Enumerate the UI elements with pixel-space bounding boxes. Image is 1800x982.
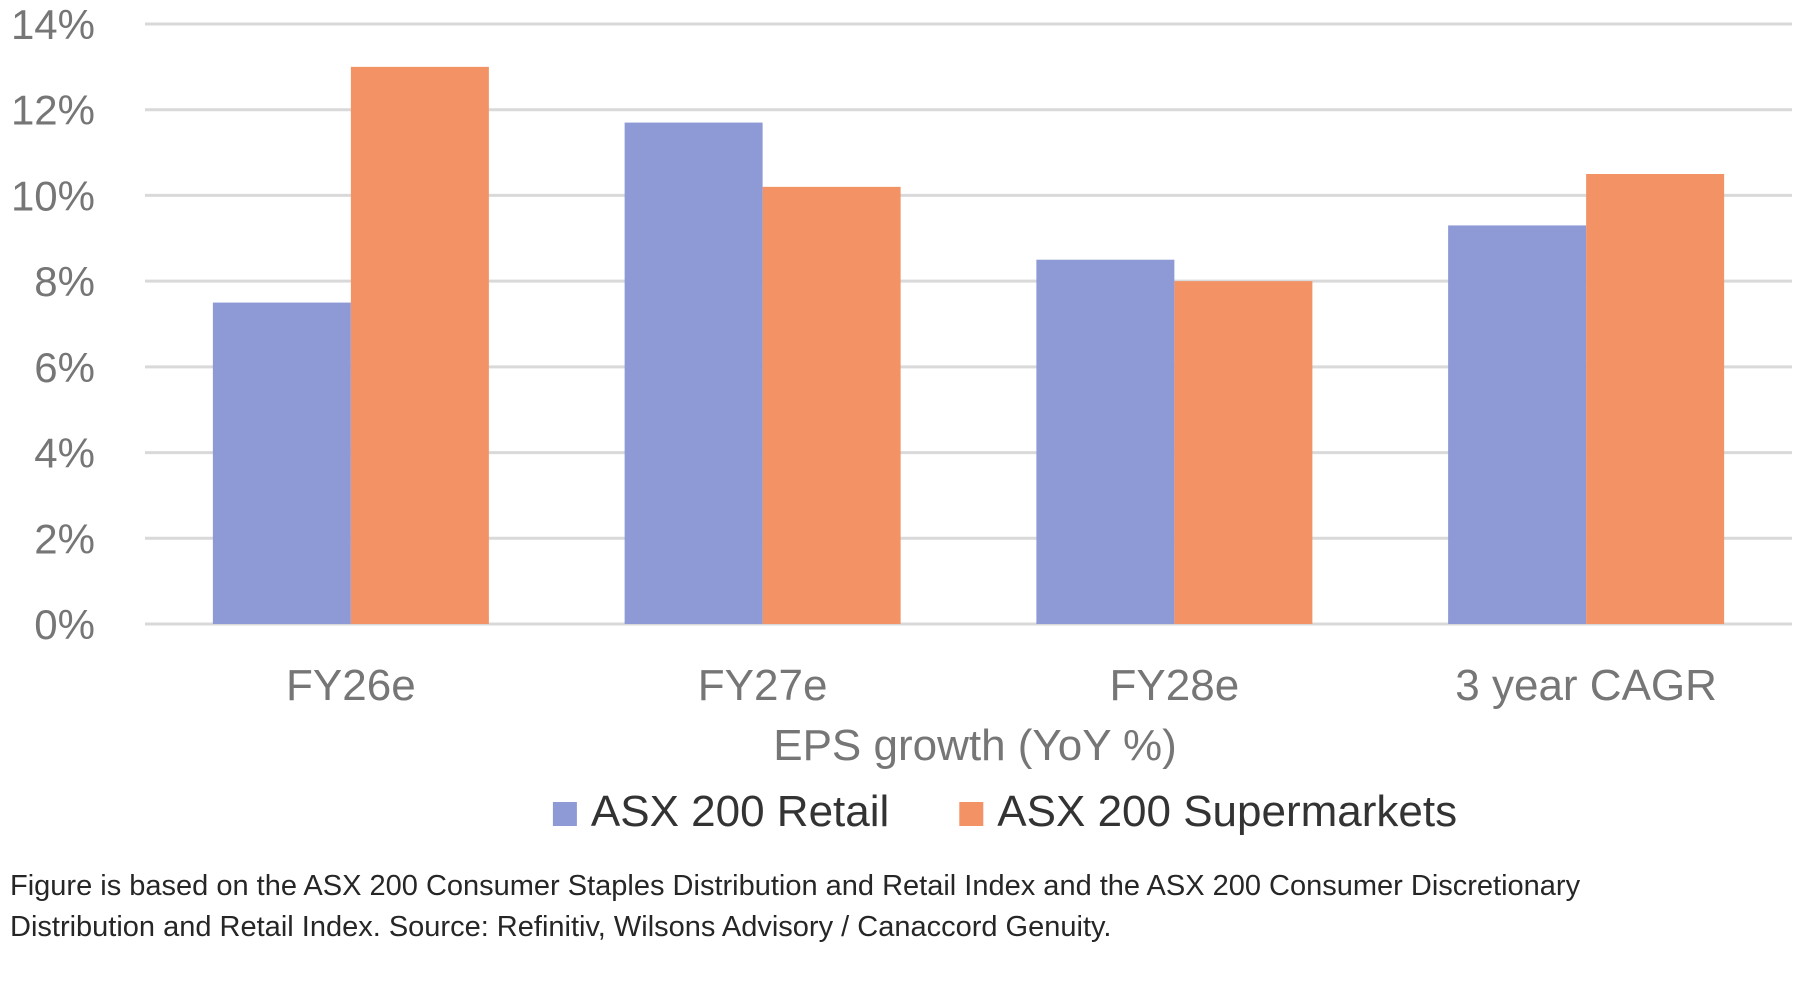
bar-asx-200-supermarkets-3-year-cagr [1586, 174, 1725, 624]
legend-swatch [552, 802, 577, 826]
x-category-label: FY28e [1110, 661, 1240, 710]
legend-label: ASX 200 Supermarkets [997, 787, 1457, 836]
y-tick-label: 14% [11, 1, 95, 48]
y-tick-label: 0% [34, 601, 95, 648]
legend-swatch [959, 802, 984, 826]
caption-line-1: Figure is based on the ASX 200 Consumer … [10, 870, 1581, 902]
bars [212, 66, 1725, 625]
legend-item: ASX 200 Retail [552, 787, 889, 836]
x-axis-categories: FY26e FY27e FY28e 3 year CAGR [286, 661, 1717, 710]
y-tick-label: 4% [34, 430, 95, 477]
x-axis-label: EPS growth (YoY %) [773, 721, 1177, 770]
y-tick-label: 10% [11, 172, 95, 219]
bar-asx-200-retail-fy26e [212, 302, 351, 624]
legend: ASX 200 Retail ASX 200 Supermarkets [552, 787, 1457, 836]
figure-caption: Figure is based on the ASX 200 Consumer … [10, 866, 1770, 948]
bar-asx-200-retail-fy27e [624, 122, 763, 625]
y-tick-label: 12% [11, 87, 95, 134]
x-category-label: FY26e [286, 661, 416, 710]
bar-asx-200-supermarkets-fy28e [1174, 281, 1313, 624]
legend-item: ASX 200 Supermarkets [959, 787, 1457, 836]
bar-asx-200-retail-fy28e [1036, 259, 1175, 624]
x-category-label: 3 year CAGR [1455, 661, 1717, 710]
y-tick-label: 6% [34, 344, 95, 391]
bar-asx-200-supermarkets-fy27e [762, 186, 901, 624]
legend-label: ASX 200 Retail [591, 787, 889, 836]
bar-asx-200-retail-3-year-cagr [1448, 225, 1587, 624]
caption-line-2: Distribution and Retail Index. Source: R… [10, 911, 1112, 943]
eps-growth-chart: 0% 2% 4% 6% 8% 10% 12% 14% FY26e FY27e FY28e 3 yea… [11, 1, 1792, 836]
y-axis-ticks: 0% 2% 4% 6% 8% 10% 12% 14% [11, 1, 95, 648]
bar-asx-200-supermarkets-fy26e [350, 66, 489, 625]
y-tick-label: 8% [34, 258, 95, 305]
y-tick-label: 2% [34, 515, 95, 562]
x-category-label: FY27e [698, 661, 828, 710]
